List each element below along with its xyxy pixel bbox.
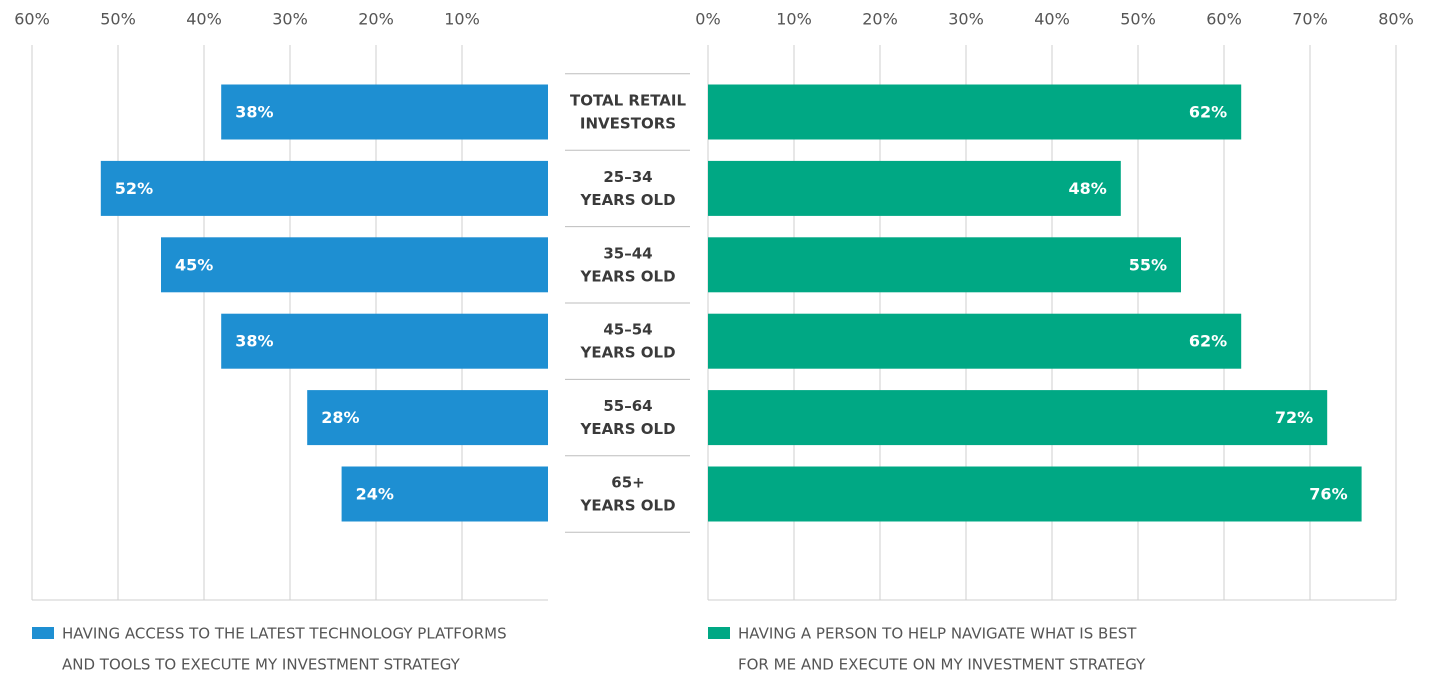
- value-label: 62%: [1189, 332, 1227, 351]
- x-tick-label: 40%: [1034, 10, 1070, 29]
- category-label: 65+: [611, 474, 644, 492]
- value-label: 62%: [1189, 103, 1227, 122]
- value-label: 45%: [175, 255, 213, 274]
- x-tick-label: 50%: [1120, 10, 1156, 29]
- value-label: 28%: [321, 408, 359, 427]
- x-tick-label: 20%: [358, 10, 394, 29]
- category-label: YEARS OLD: [579, 191, 675, 209]
- category-label: 35–44: [603, 244, 652, 262]
- x-tick-label: 60%: [1206, 10, 1242, 29]
- category-label: INVESTORS: [580, 115, 676, 133]
- legend-label: AND TOOLS TO EXECUTE MY INVESTMENT STRAT…: [62, 656, 461, 674]
- x-tick-label: 60%: [14, 10, 50, 29]
- category-label: 45–54: [603, 321, 652, 339]
- x-tick-label: 50%: [100, 10, 136, 29]
- value-label: 52%: [115, 179, 153, 198]
- bar: [708, 84, 1242, 140]
- value-label: 38%: [235, 103, 273, 122]
- category-label: YEARS OLD: [579, 267, 675, 285]
- value-label: 55%: [1129, 255, 1167, 274]
- x-tick-label: 80%: [1378, 10, 1414, 29]
- bar: [221, 313, 548, 369]
- bar: [341, 466, 548, 522]
- category-label: 55–64: [603, 397, 652, 415]
- bar: [307, 390, 548, 446]
- x-tick-label: 70%: [1292, 10, 1328, 29]
- bar: [161, 237, 548, 293]
- bar: [708, 313, 1242, 369]
- x-tick-label: 30%: [948, 10, 984, 29]
- value-label: 48%: [1069, 179, 1107, 198]
- bar: [708, 237, 1181, 293]
- value-label: 72%: [1275, 408, 1313, 427]
- x-tick-label: 40%: [186, 10, 222, 29]
- value-label: 38%: [235, 332, 273, 351]
- legend-swatch: [32, 627, 54, 639]
- bar: [708, 390, 1328, 446]
- legend-label: HAVING ACCESS TO THE LATEST TECHNOLOGY P…: [62, 625, 507, 643]
- bar: [708, 466, 1362, 522]
- x-tick-label: 10%: [776, 10, 812, 29]
- bar: [100, 160, 549, 216]
- x-tick-label: 0%: [695, 10, 720, 29]
- category-label: YEARS OLD: [579, 420, 675, 438]
- value-label: 76%: [1309, 485, 1347, 504]
- legend-swatch: [708, 627, 730, 639]
- category-label: TOTAL RETAIL: [570, 92, 686, 110]
- bar: [708, 160, 1121, 216]
- bar: [221, 84, 548, 140]
- x-tick-label: 30%: [272, 10, 308, 29]
- category-label: YEARS OLD: [579, 344, 675, 362]
- legend-label: HAVING A PERSON TO HELP NAVIGATE WHAT IS…: [738, 625, 1137, 643]
- category-label: 25–34: [603, 168, 652, 186]
- x-tick-label: 10%: [444, 10, 480, 29]
- category-label: YEARS OLD: [579, 497, 675, 515]
- x-tick-label: 20%: [862, 10, 898, 29]
- legend-label: FOR ME AND EXECUTE ON MY INVESTMENT STRA…: [738, 656, 1146, 674]
- value-label: 24%: [356, 485, 394, 504]
